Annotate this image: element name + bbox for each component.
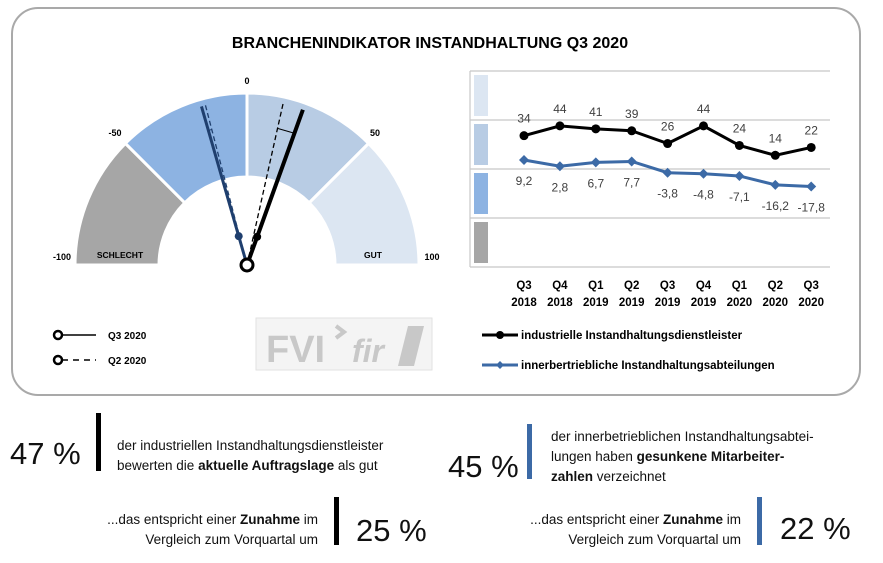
data-label: 26 xyxy=(661,120,675,134)
stat-divider xyxy=(334,497,339,545)
data-label: 9,2 xyxy=(516,174,533,188)
data-label: -16,2 xyxy=(762,199,790,213)
data-label: -3,8 xyxy=(657,187,678,201)
gauge: -100 -50 0 50 100 SCHLECHT GUT Q3 2020 Q2 2020 xyxy=(52,76,440,367)
data-label: -7,1 xyxy=(729,190,750,204)
data-point xyxy=(663,139,673,149)
data-point xyxy=(662,167,673,178)
band-swatch xyxy=(474,222,488,263)
legend-marker xyxy=(52,329,64,341)
logo-fvi: FVI xyxy=(266,329,325,371)
data-point xyxy=(555,121,565,131)
legend-marker xyxy=(52,354,64,366)
x-tick-label: Q3 xyxy=(804,280,819,292)
x-tick-label: 2018 xyxy=(547,297,573,309)
legend-label: innerbertriebliche Instandhaltungsabteil… xyxy=(521,360,775,372)
x-tick-label: 2019 xyxy=(655,297,681,309)
x-tick-label: 2019 xyxy=(619,297,645,309)
line-chart: Q3 2018 Q4 2018 Q1 2019 Q2 2019 Q3 2019 Q4 2019 Q1 20… xyxy=(469,70,830,372)
x-tick-label: 2019 xyxy=(583,297,609,309)
gauge-pivot xyxy=(239,257,255,273)
change-arrow xyxy=(208,129,212,131)
stat-47-value: 47 % xyxy=(10,436,81,471)
legend-marker xyxy=(496,361,504,369)
logo-fir: fir xyxy=(352,333,386,369)
gauge-needle-hub xyxy=(253,232,262,241)
data-point xyxy=(734,170,745,181)
x-tick-label: Q1 xyxy=(588,280,604,292)
gauge-tick-label: 50 xyxy=(370,128,380,138)
stat-divider xyxy=(96,413,101,471)
gauge-zone-label-good: GUT xyxy=(364,250,383,260)
data-label: 34 xyxy=(517,112,531,126)
data-point xyxy=(519,154,529,165)
stat-divider xyxy=(757,497,762,545)
x-tick-label: Q3 xyxy=(660,280,675,292)
data-point xyxy=(806,181,817,192)
x-tick-label: Q2 xyxy=(768,280,783,292)
data-label: 2,8 xyxy=(552,180,569,194)
data-label: -4,8 xyxy=(693,188,714,202)
x-tick-label: Q4 xyxy=(696,280,712,292)
x-tick-label: Q4 xyxy=(552,280,568,292)
legend-label: Q2 2020 xyxy=(108,356,147,367)
stat-25-text: ...das entspricht einer Zunahme im Vergl… xyxy=(107,512,318,547)
data-point xyxy=(806,142,816,152)
gauge-segment xyxy=(307,141,421,267)
gauge-tick-label: 0 xyxy=(244,76,249,86)
gauge-tick-label: -50 xyxy=(108,128,121,138)
stat-45-value: 45 % xyxy=(448,449,519,484)
x-tick-label: Q2 xyxy=(624,280,639,292)
x-tick-label: 2019 xyxy=(691,297,717,309)
legend-label: industrielle Instandhaltungsdienstleiste… xyxy=(521,330,743,342)
x-tick-label: Q1 xyxy=(732,280,748,292)
data-point xyxy=(554,161,565,172)
data-point xyxy=(591,124,601,134)
page-title: BRANCHENINDIKATOR INSTANDHALTUNG Q3 2020 xyxy=(232,35,628,52)
data-label: -17,8 xyxy=(798,200,826,214)
data-label: 44 xyxy=(553,102,567,116)
stat-47-text: der industriellen Instandhaltungsdienstl… xyxy=(117,438,384,473)
gauge-needle xyxy=(246,103,284,266)
logo: FVI fir xyxy=(255,317,433,371)
data-label: 41 xyxy=(589,105,603,119)
legend-label: Q3 2020 xyxy=(108,331,147,342)
band-swatch xyxy=(474,173,488,214)
data-label: 24 xyxy=(733,121,747,135)
data-label: 6,7 xyxy=(587,176,604,190)
change-arrow xyxy=(277,127,295,134)
gauge-needle-hub xyxy=(234,232,243,241)
data-point xyxy=(770,150,780,160)
stat-25-value: 25 % xyxy=(356,513,427,548)
gauge-tick-label: 100 xyxy=(424,252,439,262)
stat-22-value: 22 % xyxy=(780,511,851,546)
stat-22-text: ...das entspricht einer Zunahme im Vergl… xyxy=(530,512,741,547)
data-label: 39 xyxy=(625,107,639,121)
stat-divider xyxy=(527,424,532,479)
data-point xyxy=(590,157,601,168)
x-tick-label: Q3 xyxy=(516,280,531,292)
band-swatch xyxy=(474,124,488,165)
data-label: 14 xyxy=(769,131,783,145)
data-point xyxy=(699,121,708,131)
stat-45-text: der innerbetrieblichen Instandhaltungsab… xyxy=(551,429,814,484)
data-point xyxy=(627,126,637,136)
x-tick-label: 2020 xyxy=(763,297,789,309)
x-tick-label: 2020 xyxy=(798,297,824,309)
data-point xyxy=(770,179,781,190)
band-swatch xyxy=(474,75,488,116)
x-tick-label: 2020 xyxy=(727,297,753,309)
data-point xyxy=(626,156,637,167)
data-point xyxy=(734,140,744,150)
gauge-tick-label: -100 xyxy=(53,252,71,262)
data-label: 7,7 xyxy=(623,175,640,189)
legend-marker xyxy=(496,331,504,339)
x-tick-label: 2018 xyxy=(511,297,537,309)
data-point xyxy=(519,131,529,141)
data-point xyxy=(698,168,709,179)
gauge-zone-label-bad: SCHLECHT xyxy=(97,250,144,260)
data-label: 44 xyxy=(697,102,711,116)
data-label: 22 xyxy=(805,123,819,137)
